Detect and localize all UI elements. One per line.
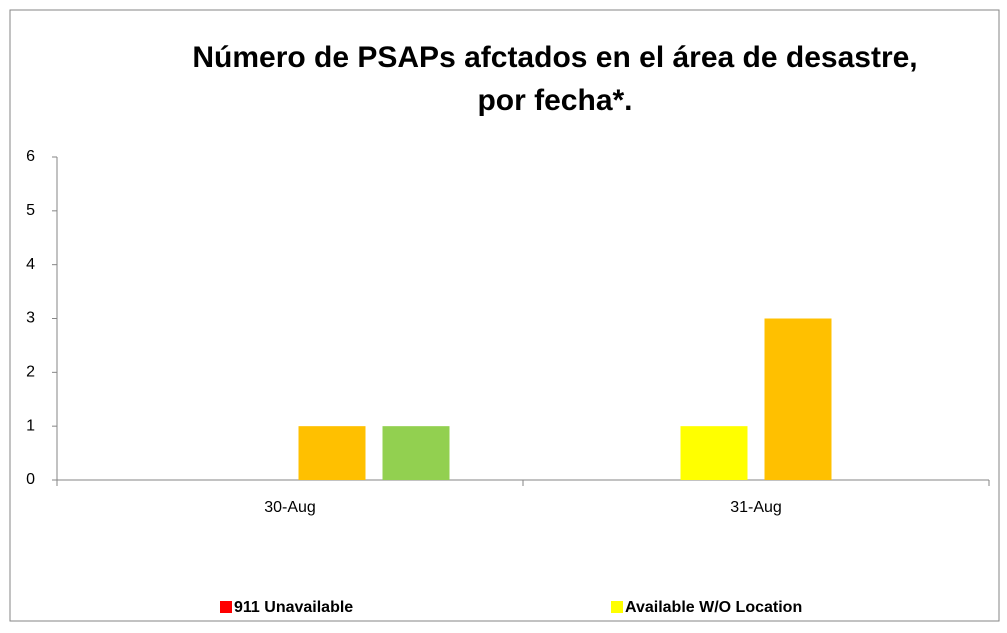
- chart-title: por fecha*.: [477, 84, 632, 117]
- bar: [680, 426, 748, 480]
- x-tick-label: 31-Aug: [730, 499, 782, 516]
- y-tick-label: 3: [26, 310, 35, 327]
- y-tick-label: 5: [26, 202, 35, 219]
- chart-title: Número de PSAPs afctados en el área de d…: [192, 41, 917, 74]
- y-tick-label: 2: [26, 364, 35, 381]
- chart-frame: [9, 9, 1000, 622]
- y-tick-label: 6: [26, 148, 35, 165]
- x-tick-label: 30-Aug: [264, 499, 316, 516]
- bar: [382, 426, 450, 480]
- legend-swatch: [611, 601, 623, 613]
- legend-label: Available W/O Location: [625, 599, 802, 616]
- bar: [298, 426, 366, 480]
- y-tick-label: 1: [26, 417, 35, 434]
- y-tick-label: 0: [26, 471, 35, 488]
- legend-label: 911 Unavailable: [234, 599, 353, 616]
- legend-swatch: [220, 601, 232, 613]
- y-tick-label: 4: [26, 256, 35, 273]
- bar: [764, 318, 832, 480]
